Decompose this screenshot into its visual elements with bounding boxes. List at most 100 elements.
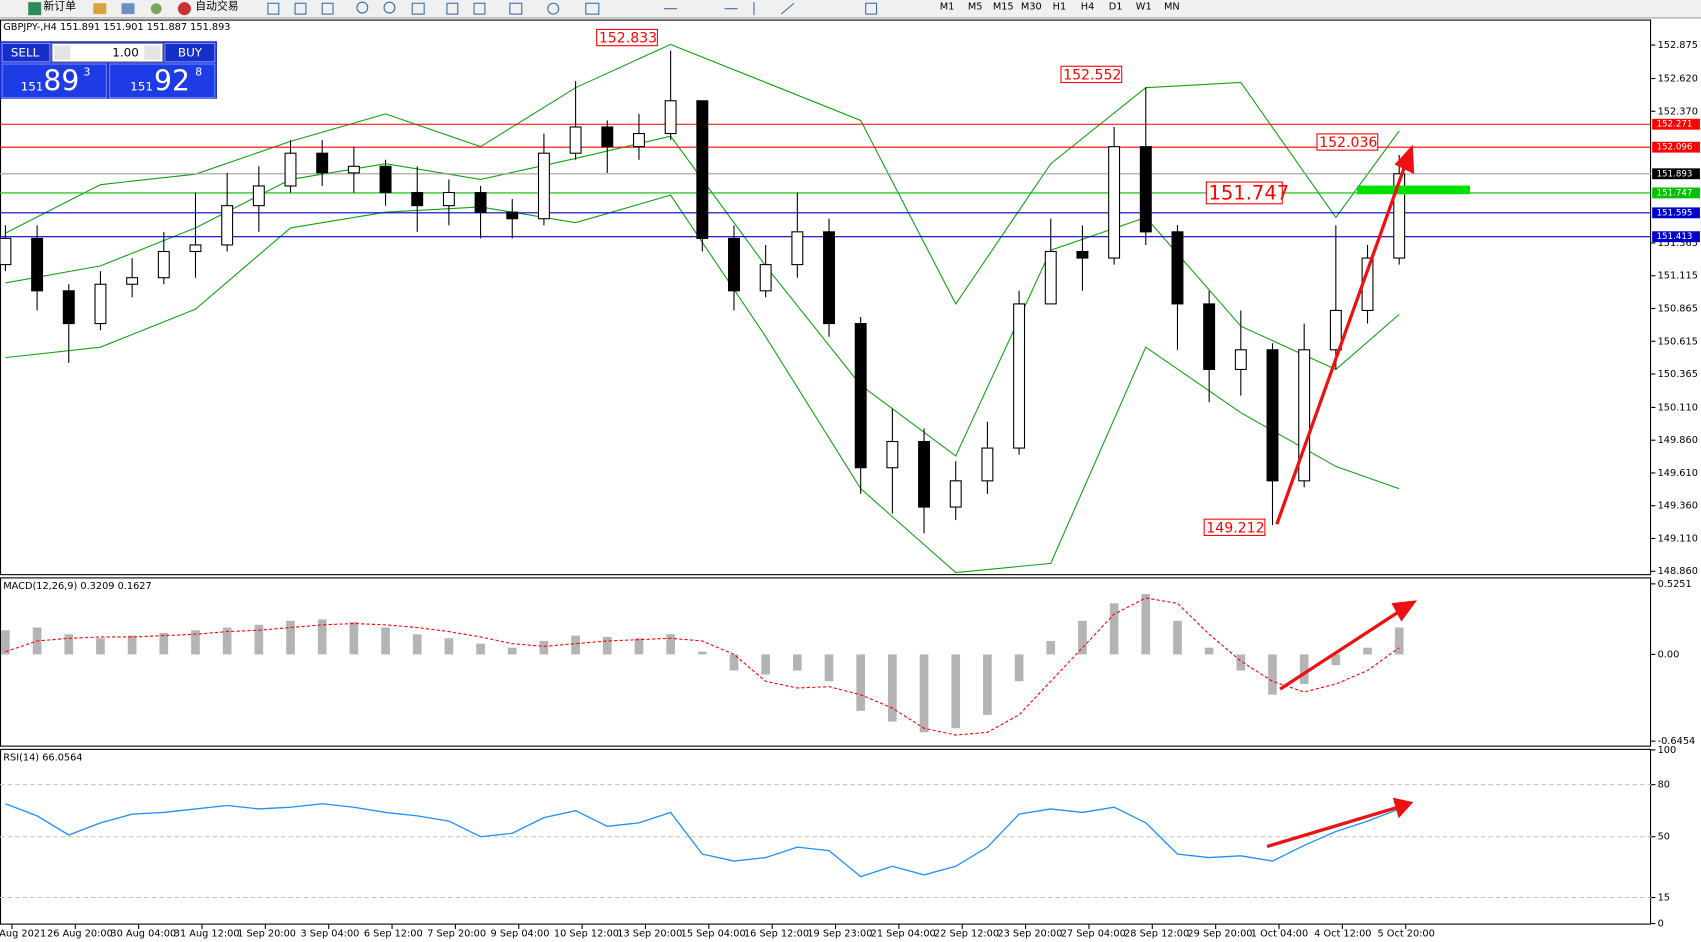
y-tick-label: 0.00 xyxy=(1658,649,1680,660)
toolbar-icon[interactable] xyxy=(150,3,162,15)
toolbar-icon[interactable] xyxy=(411,2,425,15)
x-tick-label: 16 Sep 12:00 xyxy=(744,928,809,939)
candle-body xyxy=(1108,146,1121,259)
buy-label[interactable]: BUY xyxy=(178,46,203,60)
candle-body xyxy=(189,244,202,253)
macd-bar xyxy=(286,620,295,655)
timeframe-button[interactable]: M5 xyxy=(968,2,983,13)
toolbar-icon[interactable] xyxy=(446,2,459,15)
x-tick-label: 1 Sep 20:00 xyxy=(237,928,296,939)
toolbar-icon[interactable] xyxy=(473,2,486,15)
candle-body xyxy=(854,323,867,469)
price-arrow[interactable] xyxy=(1275,162,1408,525)
macd-bar xyxy=(381,627,390,655)
timeframe-button[interactable]: W1 xyxy=(1136,2,1152,13)
y-tick-label: 50 xyxy=(1658,832,1670,843)
candle-body xyxy=(284,152,297,187)
x-tick-label: 5 Oct 20:00 xyxy=(1378,928,1435,939)
bid-big: 151 xyxy=(21,79,44,93)
price-annotation-box xyxy=(1205,181,1283,205)
macd-bar xyxy=(127,635,137,655)
timeframe-button[interactable]: MN xyxy=(1164,2,1180,13)
candle-body xyxy=(0,237,12,266)
sell-button[interactable] xyxy=(1,42,51,63)
macd-bar xyxy=(1363,647,1372,655)
support-zone[interactable] xyxy=(1357,185,1470,195)
toolbar-icon[interactable] xyxy=(585,2,600,15)
lot-up[interactable] xyxy=(144,45,161,60)
text-tool[interactable] xyxy=(865,2,878,15)
timeframe-button[interactable]: D1 xyxy=(1109,2,1123,13)
macd-bar xyxy=(761,654,771,675)
y-tick-label: 151.115 xyxy=(1658,271,1698,282)
macd-bar xyxy=(634,638,644,655)
macd-bar xyxy=(824,654,834,682)
trend-tool[interactable] xyxy=(780,2,795,15)
bid-small: 3 xyxy=(84,66,91,79)
chart-title: GBPJPY-,H4 151.891 151.901 151.887 151.8… xyxy=(3,22,230,33)
toolbar-icon[interactable] xyxy=(547,2,560,15)
auto-trading-button[interactable]: 自动交易 xyxy=(195,0,238,13)
bid-box[interactable] xyxy=(1,63,107,99)
candle-body xyxy=(601,126,614,148)
lot-input[interactable] xyxy=(51,42,164,63)
macd-bar xyxy=(1236,654,1246,671)
x-tick-label: 21 Sep 04:00 xyxy=(871,928,936,939)
timeframe-button[interactable]: M15 xyxy=(993,2,1014,13)
macd-bar xyxy=(159,632,169,655)
candle-body xyxy=(664,100,677,135)
rsi-arrow[interactable] xyxy=(1266,805,1398,849)
new-order-button[interactable]: 新订单 xyxy=(43,0,76,13)
timeframe-button[interactable]: M1 xyxy=(940,2,955,13)
zoom-out[interactable] xyxy=(383,1,396,14)
chart-title: MACD(12,26,9) 0.3209 0.1627 xyxy=(3,581,151,592)
price-annotation-box xyxy=(596,28,658,47)
x-tick-label: 6 Sep 12:00 xyxy=(364,928,423,939)
lot-down[interactable] xyxy=(54,45,71,60)
y-tick-label: 15 xyxy=(1658,893,1670,904)
sell-label[interactable]: SELL xyxy=(11,46,40,60)
y-tick-label: 80 xyxy=(1658,780,1670,791)
level-label: 151.413 xyxy=(1657,232,1693,242)
zoom-in[interactable] xyxy=(356,1,369,14)
candle-body xyxy=(347,165,360,174)
bollinger-upper xyxy=(5,43,1400,305)
price-annotation-box xyxy=(1203,518,1266,536)
timeframe-button[interactable]: H4 xyxy=(1081,2,1095,13)
buy-button[interactable] xyxy=(164,42,216,63)
macd-bar xyxy=(349,622,359,655)
toolbar xyxy=(0,0,1701,18)
trend-arrows xyxy=(1266,144,1418,849)
x-tick-label: 25 Aug 2021 xyxy=(0,928,46,939)
ask-box[interactable] xyxy=(109,63,216,99)
y-tick-label: 149.360 xyxy=(1658,501,1698,512)
auto-trading-icon[interactable] xyxy=(177,2,191,16)
bollinger-lower xyxy=(5,194,1400,574)
level-label-box xyxy=(1652,118,1700,130)
candle-body xyxy=(1076,250,1089,259)
macd-bar xyxy=(1204,647,1214,655)
candle-body xyxy=(886,440,899,469)
macd-bar xyxy=(412,634,422,655)
arrow-head xyxy=(1391,600,1418,622)
candle-body xyxy=(981,447,994,482)
new-order-icon[interactable] xyxy=(28,2,42,16)
macd-bar xyxy=(1394,627,1404,655)
macd-bar xyxy=(317,619,327,655)
toolbar-icon[interactable] xyxy=(509,2,523,15)
lot-value[interactable]: 1.00 xyxy=(112,46,139,60)
toolbar-icon[interactable] xyxy=(93,3,107,15)
candle-body xyxy=(1329,309,1342,351)
toolbar-icons xyxy=(267,1,878,16)
candle-body xyxy=(791,231,804,266)
candle-body xyxy=(823,231,835,325)
toolbar-icon[interactable] xyxy=(267,2,280,15)
x-tick-label: 23 Sep 20:00 xyxy=(997,928,1062,939)
toolbar-icon[interactable] xyxy=(321,2,334,15)
timeframe-button[interactable]: H1 xyxy=(1053,2,1067,13)
toolbar-icon[interactable] xyxy=(121,3,135,15)
macd-arrow[interactable] xyxy=(1279,608,1403,691)
timeframe-button[interactable]: M30 xyxy=(1021,2,1042,13)
toolbar-icon[interactable] xyxy=(294,2,307,15)
